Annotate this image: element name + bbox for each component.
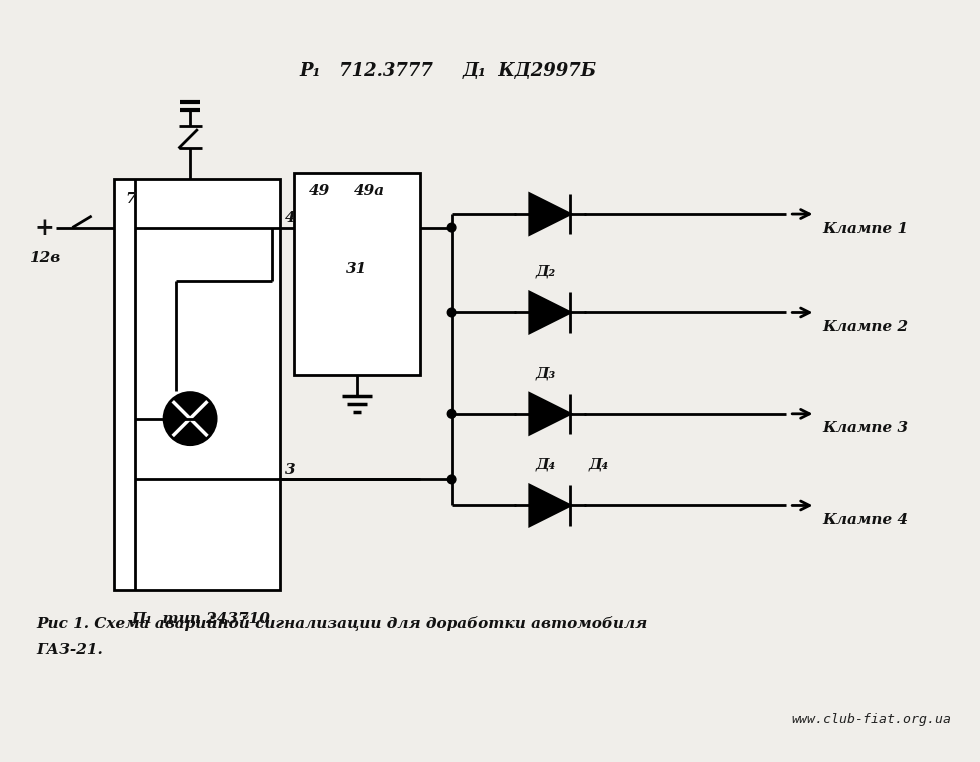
Text: 49a: 49a [354,184,385,198]
Circle shape [447,223,456,232]
Text: П₁  тип 243710: П₁ тип 243710 [131,612,270,626]
Circle shape [164,392,217,445]
Text: Д₂: Д₂ [535,264,556,279]
Polygon shape [530,292,570,333]
Text: Д₁  КД2997Б: Д₁ КД2997Б [464,62,597,80]
Text: 3: 3 [284,463,295,477]
Text: www.club-fiat.org.ua: www.club-fiat.org.ua [791,713,952,726]
Polygon shape [530,194,570,235]
Text: 4: 4 [284,211,295,225]
Text: 12в: 12в [28,251,60,265]
Circle shape [447,308,456,317]
Text: Клампе 2: Клампе 2 [822,320,908,334]
Bar [114,179,280,591]
Text: Д₃: Д₃ [535,366,556,380]
Text: Д₄: Д₄ [535,458,556,472]
Text: Клампе 1: Клампе 1 [822,222,908,235]
Bar [294,172,419,375]
Text: 7: 7 [125,191,136,206]
Text: ГАЗ-21.: ГАЗ-21. [36,643,104,657]
Polygon shape [530,393,570,434]
Text: Клампе 3: Клампе 3 [822,421,908,435]
Polygon shape [530,485,570,526]
Text: 49: 49 [309,184,330,198]
Text: 31: 31 [346,262,368,276]
Text: Д₄: Д₄ [589,458,609,472]
Circle shape [447,475,456,484]
Circle shape [447,409,456,418]
Text: Клампе 4: Клампе 4 [822,513,908,527]
Text: +: + [34,216,54,239]
Text: P₁   712.3777: P₁ 712.3777 [299,62,433,80]
Text: Рис 1. Схема аварийной сигнализации для доработки автомобиля: Рис 1. Схема аварийной сигнализации для … [36,616,648,631]
